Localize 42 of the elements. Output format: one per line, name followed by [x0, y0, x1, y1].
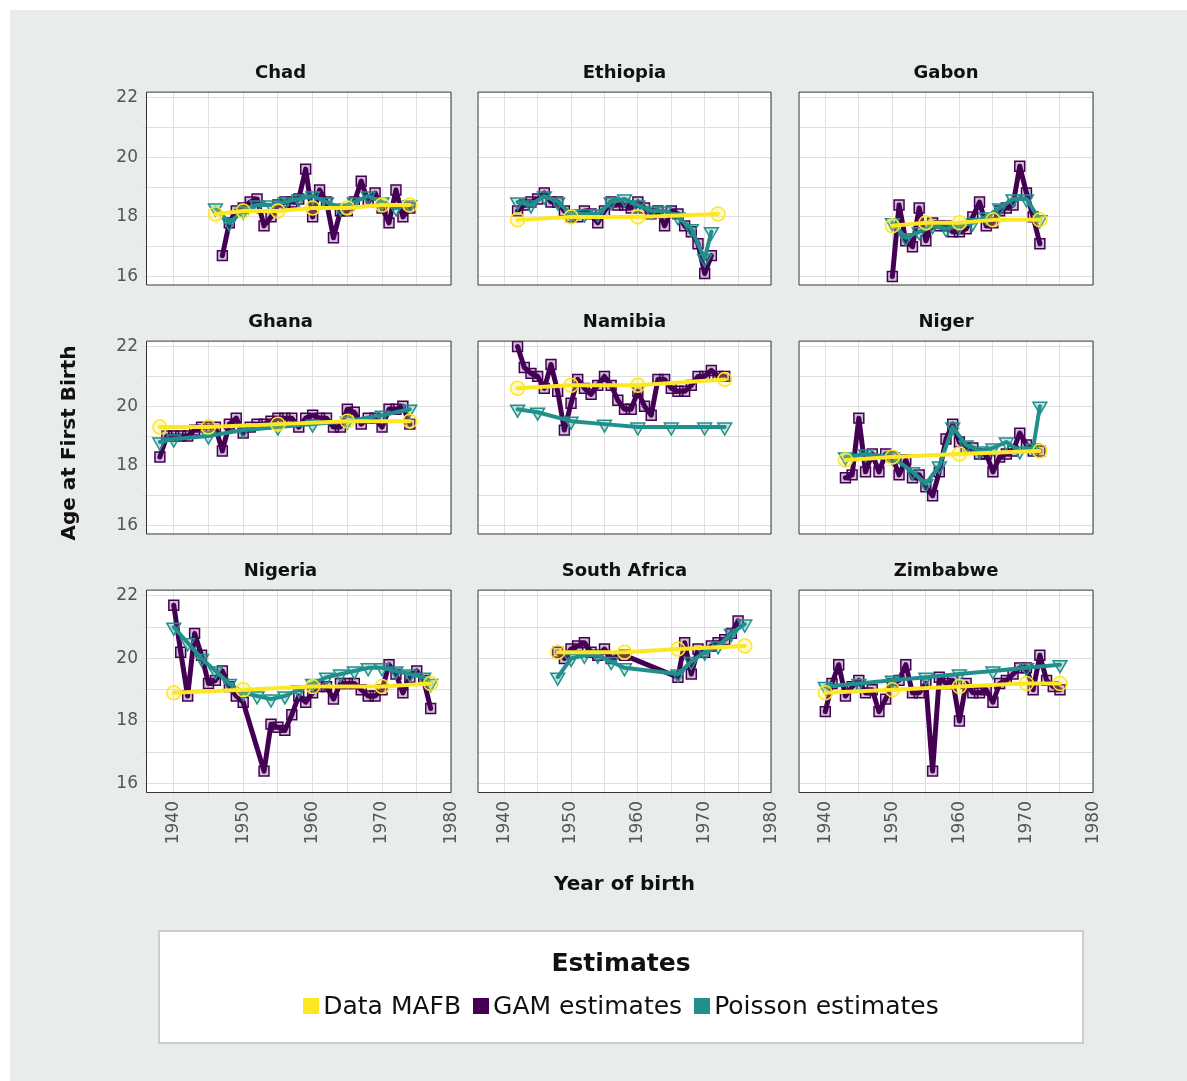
x-tick-label: 1940 — [813, 801, 834, 845]
y-tick-label: 20 — [116, 145, 138, 166]
y-tick-label: 18 — [116, 709, 138, 730]
chart-title: Gabon — [913, 61, 979, 83]
y-tick-label: 22 — [116, 334, 138, 355]
chart-title: South Africa — [561, 559, 688, 581]
y-tick-label: 20 — [116, 646, 138, 667]
y-tick-label: 20 — [116, 394, 138, 415]
x-tick-label: 1970 — [370, 801, 391, 845]
x-tick-label: 1950 — [880, 801, 901, 845]
x-tick-label: 1950 — [559, 801, 580, 845]
legend-title: Estimates — [550, 948, 692, 977]
y-tick-label: 16 — [116, 513, 138, 534]
legend-label: Data MAFB — [322, 991, 462, 1020]
x-tick-label: 1980 — [1081, 801, 1102, 845]
y-tick-label: 16 — [116, 772, 138, 793]
chart-title: Nigeria — [243, 559, 318, 581]
legend-label: Poisson estimates — [713, 991, 939, 1020]
x-tick-label: 1940 — [492, 801, 513, 845]
chart-title: Ghana — [248, 310, 313, 332]
x-axis-title: Year of birth — [554, 871, 695, 895]
y-tick-label: 22 — [116, 584, 138, 605]
y-tick-label: 18 — [116, 454, 138, 475]
chart-title: Chad — [254, 61, 307, 83]
y-axis-title: Age at First Birth — [56, 345, 80, 540]
x-tick-label: 1980 — [759, 801, 780, 845]
y-tick-label: 18 — [116, 205, 138, 226]
x-tick-label: 1970 — [693, 801, 714, 845]
y-tick-label: 22 — [116, 85, 138, 106]
chart-title: Ethiopia — [582, 61, 667, 83]
chart-title: Namibia — [582, 310, 667, 332]
legend-label: GAM estimates — [492, 991, 683, 1020]
chart-title: Niger — [918, 310, 974, 332]
y-tick-label: 16 — [116, 264, 138, 285]
x-tick-label: 1950 — [231, 801, 252, 845]
x-tick-label: 1970 — [1014, 801, 1035, 845]
x-tick-label: 1960 — [947, 801, 968, 845]
chart-title: Zimbabwe — [893, 559, 999, 581]
x-tick-label: 1980 — [439, 801, 460, 845]
x-tick-label: 1960 — [301, 801, 322, 845]
x-tick-label: 1940 — [162, 801, 183, 845]
x-tick-label: 1960 — [626, 801, 647, 845]
